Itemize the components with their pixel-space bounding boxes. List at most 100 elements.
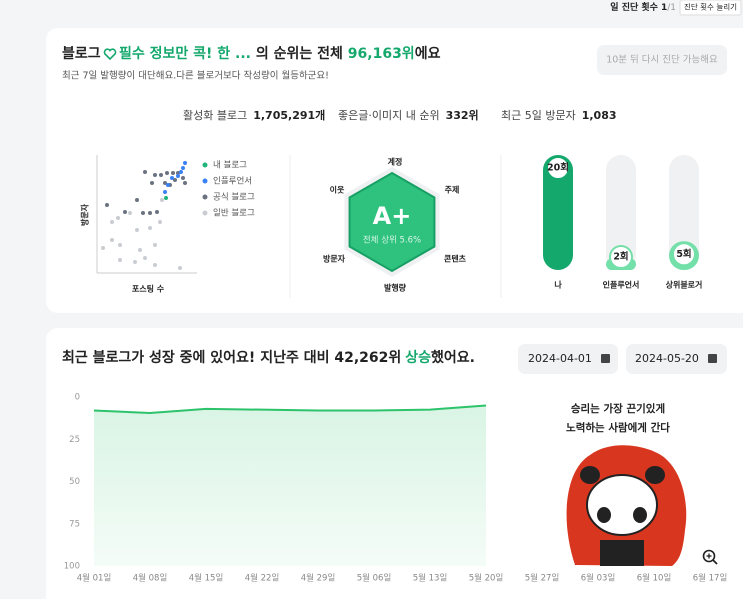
subtitle: 최근 7일 발행량이 대단해요.다른 블로거보다 작성량이 월등하군요! <box>62 70 329 82</box>
calendar-icon[interactable] <box>708 354 717 363</box>
stat-label: 활성화 블로그 <box>183 108 247 122</box>
scatter-dot <box>135 198 139 202</box>
bar-label-badge <box>672 242 696 267</box>
x-tick-label: 5월 27일 <box>525 573 560 584</box>
retry-button <box>597 45 727 75</box>
scatter-dot <box>173 178 177 182</box>
zoom-button[interactable] <box>702 549 718 565</box>
count-info: 일 진단 횟수 1/1 <box>610 1 676 13</box>
scatter-dot <box>170 176 174 180</box>
stat: 최근 5일 방문자 1,083 <box>501 108 617 122</box>
scatter-dot <box>155 210 159 214</box>
stat-value: 1,705,291개 <box>253 108 325 122</box>
area <box>94 405 486 566</box>
y-tick-label: 100 <box>64 562 80 572</box>
bar-label-badge <box>546 156 570 180</box>
scatter-dot <box>148 226 152 230</box>
scatter-dot <box>148 211 152 215</box>
scatter-dot <box>138 248 142 252</box>
scatter-dot <box>141 211 145 215</box>
scatter-dot <box>118 243 122 247</box>
start-date[interactable]: 2024-04-01 <box>528 352 592 365</box>
stat: 활성화 블로그 1,705,291개 <box>183 108 325 122</box>
scatter-dot <box>171 171 175 175</box>
x-tick-label: 4월 29일 <box>301 573 336 584</box>
increase-button-label[interactable]: 진단 횟수 늘리기 <box>684 2 737 12</box>
calendar-icon[interactable] <box>601 354 610 363</box>
stat-value: 332위 <box>446 109 479 122</box>
scatter-dot <box>135 228 139 232</box>
title-mid: 의 순위는 전체 <box>251 45 348 62</box>
x-tick-label: 4월 08일 <box>133 573 168 584</box>
scatter-dot <box>110 220 114 224</box>
x-tick-label: 4월 15일 <box>189 573 224 584</box>
scatter-dot <box>165 171 169 175</box>
scatter-dot <box>181 176 185 180</box>
title-prefix: 블로그 <box>62 46 101 62</box>
growth-title-prefix: 최근 블로그가 성장 중에 있어요! 지난주 대비 <box>62 349 334 366</box>
bar <box>543 155 573 270</box>
panda-face <box>586 474 658 536</box>
x-tick-label: 5월 06일 <box>357 573 392 584</box>
bar-value-label: 2회 <box>613 251 628 263</box>
title-suffix: 에요 <box>415 46 441 62</box>
x-axis-label: 포스팅 수 <box>132 284 165 294</box>
scatter-dot <box>153 263 157 267</box>
scatter-dot <box>143 170 147 174</box>
bar-value-label: 5회 <box>676 248 691 260</box>
scatter-dot <box>110 238 114 242</box>
y-tick-label: 0 <box>75 393 80 403</box>
bar-category: 상위블로거 <box>666 280 703 290</box>
x-tick-label: 5월 13일 <box>413 573 448 584</box>
scatter-dot <box>179 170 183 174</box>
increase-button[interactable] <box>679 0 742 16</box>
zoom-icon[interactable] <box>712 559 718 565</box>
radar-axis-label: 이웃 <box>330 185 345 195</box>
end-date[interactable]: 2024-05-20 <box>635 352 699 365</box>
scatter-dot <box>153 243 157 247</box>
scatter-dot <box>143 256 147 260</box>
radar-fill <box>348 171 436 273</box>
radar-axis-label: 방문자 <box>323 254 346 264</box>
rank: 96,163위 <box>348 46 415 62</box>
bar-label-badge <box>609 245 633 269</box>
legend-label: 일반 블로그 <box>213 208 255 219</box>
end-date-picker[interactable] <box>626 344 727 374</box>
x-tick-label: 5월 20일 <box>469 573 504 584</box>
scatter-dot <box>163 190 167 194</box>
retry-button-label: 10분 뒤 다시 진단 가능해요 <box>606 54 718 66</box>
radar-axis-label: 주제 <box>445 185 460 195</box>
sticker-text: 노력하는 사람에게 간다 <box>566 421 670 434</box>
start-date-picker[interactable] <box>518 344 618 374</box>
bar-category: 인플루언서 <box>603 280 640 290</box>
radar-axis-label: 콘텐츠 <box>444 254 467 264</box>
y-axis-label: 방문자 <box>80 203 90 226</box>
zoom-icon[interactable] <box>702 549 716 563</box>
scatter-dot <box>116 216 120 220</box>
scatter-dot <box>150 181 154 185</box>
stat-label: 좋은글·이미지 내 순위 <box>338 109 440 122</box>
scatter-dot <box>105 203 109 207</box>
scatter-dot <box>159 173 163 177</box>
y-tick-label: 25 <box>69 435 80 445</box>
scatter-dot <box>153 173 157 177</box>
x-tick-label: 6월 03일 <box>581 573 616 584</box>
growth-title-suffix: 했어요. <box>431 349 475 366</box>
scatter-dot <box>183 161 187 165</box>
legend-label: 인플루언서 <box>213 176 252 187</box>
growth-word: 상승 <box>405 350 431 366</box>
x-tick-label: 6월 17일 <box>693 573 728 584</box>
y-tick-label: 75 <box>69 519 80 529</box>
panda-eye <box>633 507 647 523</box>
x-tick-label: 4월 01일 <box>77 573 112 584</box>
panda-ear <box>580 466 600 484</box>
scatter-dot <box>133 260 137 264</box>
scatter-dot <box>163 181 167 185</box>
growth-title: 최근 블로그가 성장 중에 있어요! 지난주 대비 42,262위 상승했어요. <box>62 349 475 366</box>
heart-icon <box>103 48 117 61</box>
bar-value-label: 20회 <box>547 162 569 174</box>
